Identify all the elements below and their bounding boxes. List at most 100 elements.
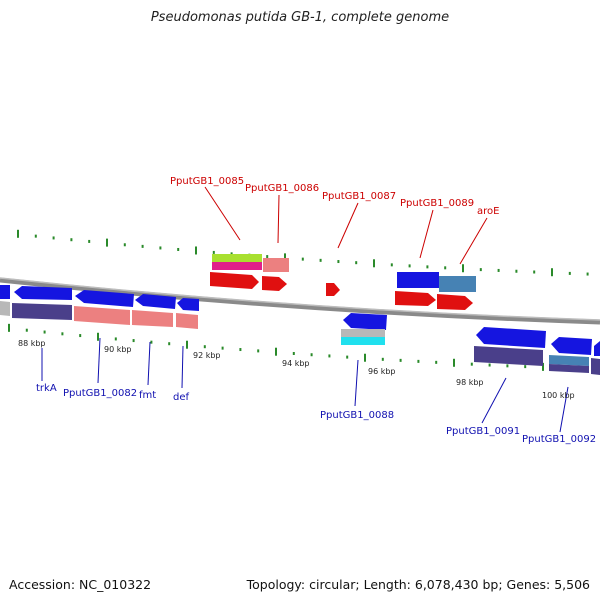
inner-major-tick [275, 347, 277, 356]
inner-minor-tick [25, 328, 28, 332]
PputGB1_0089-cds[interactable] [395, 291, 436, 306]
inner-minor-tick [292, 351, 295, 355]
def-cog-bar[interactable] [176, 313, 198, 329]
outer-minor-tick [123, 243, 126, 247]
outer-major-tick [17, 229, 19, 238]
top-leader-lines [204, 186, 488, 265]
PputGB1_0087-cds[interactable] [326, 283, 340, 296]
outer-minor-tick [390, 263, 393, 267]
PputGB1_0088-group [341, 313, 387, 345]
outer-minor-tick [319, 258, 322, 262]
outer-minor-tick [337, 260, 340, 264]
label-PputGB1_0086[interactable]: PputGB1_0086 [245, 183, 319, 194]
reverse-right-block [474, 327, 600, 375]
inner-minor-tick [381, 357, 384, 361]
outer-minor-tick [301, 257, 304, 261]
PputGB1_0088-cog-cyan[interactable] [341, 337, 385, 345]
outer-minor-tick [426, 265, 429, 269]
outer-minor-tick [479, 268, 482, 272]
label-PputGB1_0085[interactable]: PputGB1_0085 [170, 176, 244, 187]
outer-minor-tick [515, 269, 518, 273]
def-cds[interactable] [177, 298, 199, 311]
label-PputGB1_0091[interactable]: PputGB1_0091 [446, 426, 520, 437]
inner-minor-tick [132, 339, 135, 343]
inner-minor-tick [506, 364, 509, 368]
top-gene-labels: PputGB1_0085 PputGB1_0086 PputGB1_0087 P… [170, 176, 499, 217]
PputGB1_0086-cds[interactable] [262, 276, 287, 291]
outer-major-tick [551, 268, 553, 277]
label-PputGB1_0088[interactable]: PputGB1_0088 [320, 410, 394, 421]
tick-label-100: 100 kbp [542, 391, 575, 400]
fmt-cds[interactable] [135, 294, 176, 309]
aroE-cog-bar[interactable] [439, 276, 476, 292]
label-trkA[interactable]: trkA [36, 383, 57, 394]
outer-tick-track [17, 229, 589, 277]
PputGB1_0082-cog-bar[interactable] [74, 306, 130, 325]
inner-minor-tick [239, 348, 242, 352]
outer-minor-tick [568, 271, 571, 275]
label-fmt[interactable]: fmt [139, 390, 156, 401]
inner-minor-tick [435, 360, 438, 364]
outer-minor-tick [52, 236, 55, 240]
topology-text: Topology: circular; Length: 6,078,430 bp… [246, 577, 590, 592]
PputGB1_0082-cds[interactable] [75, 290, 134, 307]
inner-minor-tick [310, 353, 313, 357]
PputGB1_0091-cds[interactable] [476, 327, 546, 348]
PputGB1_0085-cds[interactable] [210, 272, 259, 289]
outer-minor-tick [141, 244, 144, 248]
inner-minor-tick [221, 346, 224, 350]
PputGB1_0088-cds[interactable] [343, 313, 387, 330]
inner-minor-tick [470, 362, 473, 366]
PputGB1_0092-cog-bar-steel[interactable] [549, 355, 589, 366]
PputGB1_0092-cog-bar-purple[interactable] [549, 364, 589, 373]
outer-minor-tick [88, 239, 91, 243]
PputGB1_0092-cds[interactable] [551, 337, 592, 355]
outer-minor-tick [70, 238, 73, 242]
outer-minor-tick [444, 266, 447, 270]
bottom-leader-lines [41, 337, 569, 433]
inner-minor-tick [168, 342, 171, 346]
tick-label-98: 98 kbp [456, 378, 484, 387]
trkA-arrow[interactable] [14, 286, 72, 300]
forward-cog-row [212, 254, 476, 292]
aroE-cds[interactable] [437, 294, 473, 310]
accession-text: Accession: NC_010322 [9, 577, 152, 592]
outer-minor-tick [230, 252, 233, 256]
inner-minor-tick [257, 349, 260, 353]
inner-minor-tick [524, 365, 527, 369]
PputGB1_0086-cog-bar[interactable] [263, 258, 289, 272]
reverse-cog-row [0, 301, 198, 329]
inner-minor-tick [346, 355, 349, 359]
forward-cds-row [210, 272, 473, 310]
outer-minor-tick [586, 272, 589, 276]
outer-minor-tick [533, 270, 536, 274]
inner-minor-tick [43, 330, 46, 334]
inner-major-tick [97, 332, 99, 341]
PputGB1_0085-cog-bar-top[interactable] [212, 254, 262, 262]
tick-labels: 88 kbp 90 kbp 92 kbp 94 kbp 96 kbp 98 kb… [18, 339, 575, 400]
inner-major-tick [453, 358, 455, 367]
trkA-cds[interactable] [0, 285, 10, 299]
label-PputGB1_0092[interactable]: PputGB1_0092 [522, 434, 596, 445]
trkA-cog-bar[interactable] [12, 303, 72, 320]
outer-minor-tick [355, 261, 358, 265]
label-def[interactable]: def [173, 392, 190, 403]
label-aroE[interactable]: aroE [477, 206, 499, 217]
inner-minor-tick [399, 358, 402, 362]
PputGB1_0085-cog-bar-bottom[interactable] [212, 262, 262, 270]
PputGB1_0091-cog-bar[interactable] [474, 346, 543, 366]
outer-minor-tick [266, 255, 269, 259]
inner-major-tick [542, 362, 544, 371]
label-PputGB1_0087[interactable]: PputGB1_0087 [322, 191, 396, 202]
outer-major-tick [106, 238, 108, 247]
inner-minor-tick [203, 345, 206, 349]
PputGB1_0089-cog-bar[interactable] [397, 272, 439, 288]
label-PputGB1_0089[interactable]: PputGB1_0089 [400, 198, 474, 209]
label-PputGB1_0082[interactable]: PputGB1_0082 [63, 388, 137, 399]
PputGB1_0088-cog-grey[interactable] [341, 329, 385, 337]
tick-label-88: 88 kbp [18, 339, 46, 348]
fmt-cog-bar[interactable] [132, 310, 173, 327]
next-gene-cds[interactable] [594, 341, 600, 356]
genome-backbone [0, 277, 600, 325]
